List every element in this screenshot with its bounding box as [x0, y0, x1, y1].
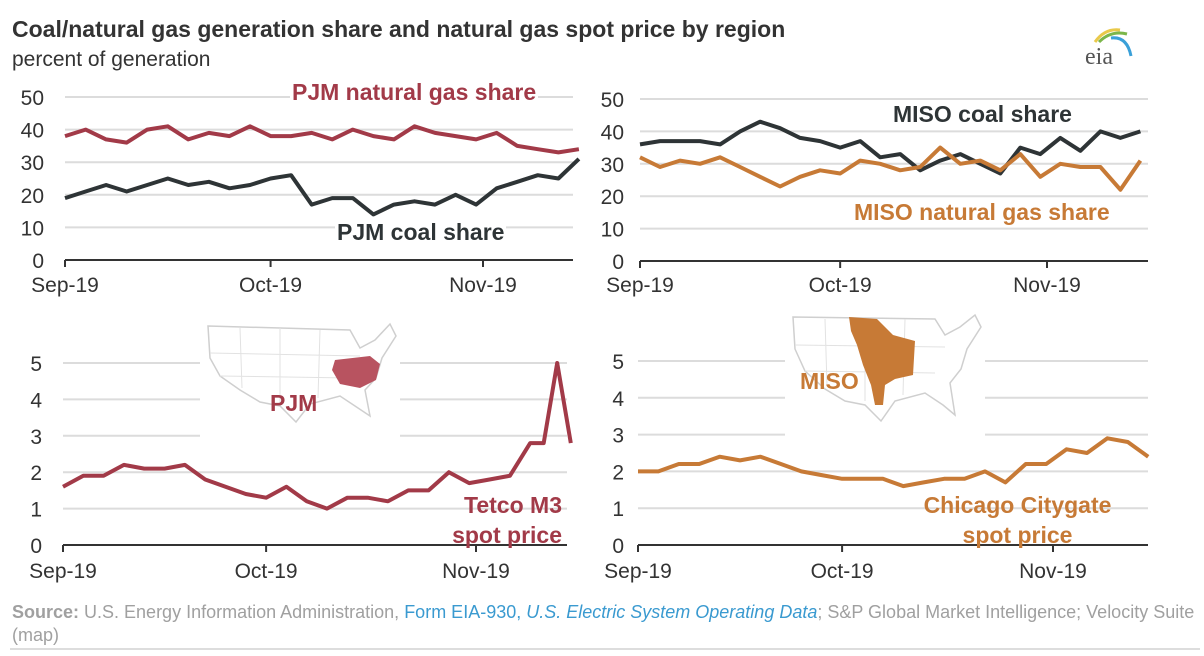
series-label-chicago: Chicago Citygate spot price [923, 492, 1112, 548]
source-link-form[interactable]: Form EIA-930 [404, 602, 517, 622]
source-link-data[interactable]: U.S. Electric System Operating Data [526, 602, 818, 622]
y-tick-label: 0 [612, 251, 624, 274]
y-tick-label: 20 [21, 185, 44, 208]
series-line-pjm-natural-gas-share [64, 124, 580, 155]
chart-title: Coal/natural gas generation share and na… [12, 16, 786, 42]
y-tick-label: 30 [21, 152, 44, 175]
series-label-miso-coal: MISO coal share [893, 101, 1072, 127]
eia-logo: eia [1085, 28, 1133, 70]
series-line-chicago-citygate-spot-price [638, 436, 1150, 489]
y-tick-label: 5 [30, 353, 42, 376]
chart-miso-price: 0 1 2 3 4 5 Sep-19 Oct-19 Nov-19 [604, 351, 1150, 583]
chart-pjm-share: 0 10 20 30 40 50 Sep-19 Oct-19 Nov-19 [21, 87, 581, 297]
miso-region-shape [849, 317, 915, 405]
x-tick-label: Nov-19 [442, 560, 510, 583]
y-tick-label: 4 [612, 388, 624, 411]
series-label-pjm-gas: PJM natural gas share [290, 79, 539, 106]
y-tick-label: 2 [612, 461, 624, 484]
series-line-miso-coal-share [639, 119, 1142, 176]
x-tick-label: Sep-19 [606, 274, 674, 297]
y-tick-label: 50 [21, 87, 44, 110]
x-tick-label: Sep-19 [31, 274, 99, 297]
y-tick-label: 10 [21, 217, 44, 240]
x-tick-label: Nov-19 [1019, 560, 1087, 583]
y-tick-label: 1 [30, 499, 42, 522]
y-tick-label: 0 [612, 535, 624, 558]
gridlines [65, 96, 573, 229]
x-tick-label: Sep-19 [604, 560, 672, 583]
x-tick-label: Nov-19 [1013, 274, 1081, 297]
y-tick-label: 0 [32, 250, 44, 273]
source-label: Source: [12, 602, 80, 622]
series-line-pjm-coal-share [64, 157, 581, 217]
chart-pjm-price: 0 1 2 3 4 5 Sep-19 Oct-19 Nov-19 [29, 353, 573, 583]
pjm-region-map [200, 318, 400, 443]
y-tick-label: 1 [612, 498, 624, 521]
label-pjm-map: PJM [270, 390, 318, 416]
source-note: Source: U.S. Energy Information Administ… [12, 601, 1202, 647]
y-tick-label: 5 [612, 351, 624, 374]
series-label-pjm-coal: PJM coal share [335, 219, 507, 246]
y-tick-label: 40 [21, 120, 44, 143]
series-label-tetco: Tetco M3 spot price [452, 492, 562, 548]
source-text: U.S. Energy Information Administration, [79, 602, 405, 622]
y-tick-label: 30 [601, 154, 624, 177]
y-tick-label: 3 [30, 426, 42, 449]
source-sep: , [516, 602, 527, 622]
x-tick-label: Nov-19 [449, 274, 517, 297]
pjm-region-shape [332, 356, 380, 388]
y-tick-label: 10 [601, 219, 624, 242]
y-tick-label: 3 [612, 425, 624, 448]
series-label-miso-gas: MISO natural gas share [852, 199, 1112, 226]
x-tick-label: Oct-19 [811, 560, 874, 583]
x-tick-label: Oct-19 [235, 560, 298, 583]
y-tick-label: 40 [601, 121, 624, 144]
y-tick-label: 0 [30, 535, 42, 558]
y-tick-label: 50 [601, 89, 624, 112]
bottom-divider [10, 648, 1200, 650]
x-tick-label: Oct-19 [239, 274, 302, 297]
chart-miso-share: 0 10 20 30 40 50 Sep-19 Oct-19 Nov-19 [601, 89, 1148, 297]
gridlines [640, 98, 1148, 230]
series-line-tetco-m3-spot-price [62, 361, 573, 511]
x-tick-label: Sep-19 [29, 560, 97, 583]
y-tick-label: 4 [30, 389, 42, 412]
label-miso-map: MISO [800, 368, 859, 394]
series-line-miso-natural-gas-share [639, 145, 1143, 192]
chart-subtitle: percent of generation [12, 48, 211, 71]
y-tick-label: 20 [601, 186, 624, 209]
miso-region-map [785, 305, 985, 445]
svg-text:eia: eia [1085, 44, 1113, 70]
x-tick-label: Oct-19 [809, 274, 872, 297]
source-text-2: ; S&P Global Market Intelligence; Veloci… [12, 602, 1195, 645]
chart-canvas: 0 1 2 3 4 5 Sep-19 Oct-19 Nov-19 0 1 2 3 4 5 Sep-19 Oct-… [21, 87, 1150, 583]
y-tick-label: 2 [30, 462, 42, 485]
